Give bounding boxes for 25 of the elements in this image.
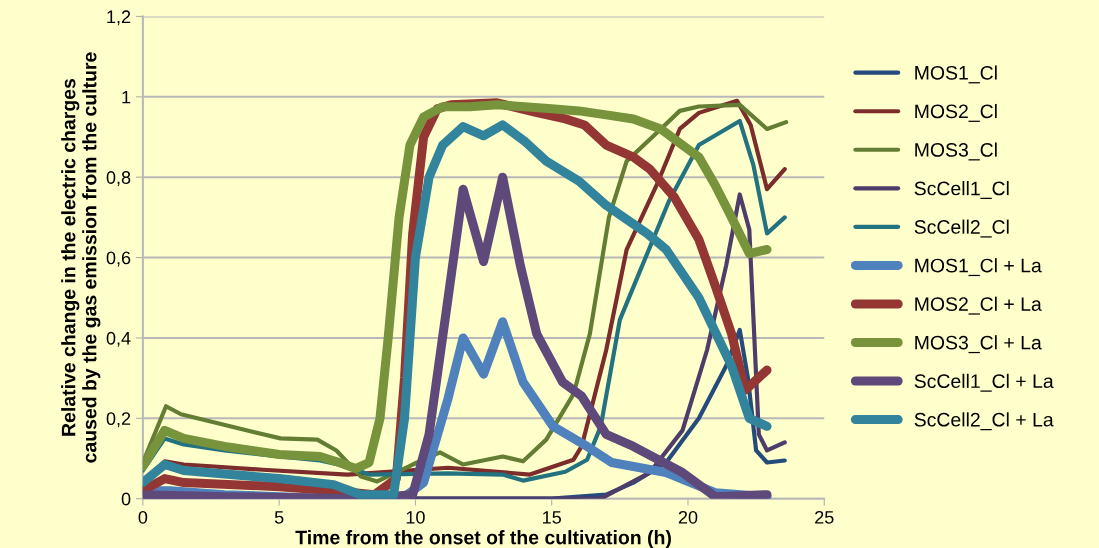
y-axis-title: Relative change in the electric charges caused by the gas emission from the culture — [61, 52, 101, 463]
y-tick-label: 0,8 — [106, 171, 131, 187]
x-tick-label: 0 — [138, 510, 148, 524]
y-tick-label: 0,4 — [106, 331, 131, 347]
legend-label: ScCell1_Cl + La — [914, 373, 1054, 392]
y-tick-label: 1 — [122, 90, 131, 104]
legend-label: MOS3_Cl — [915, 142, 997, 161]
x-tick-label: 5 — [274, 511, 284, 524]
x-tick-label: 10 — [406, 510, 425, 524]
y-tick-label: 0,6 — [106, 251, 131, 267]
legend-label: ScCell2_Cl — [914, 219, 1009, 238]
legend-label: MOS2_Cl + La — [915, 296, 1042, 315]
x-tick-label: 20 — [678, 510, 698, 524]
y-tick-label: 0 — [121, 492, 131, 506]
legend-label: ScCell2_Cl + La — [914, 412, 1054, 431]
y-tick-label: 1,2 — [107, 10, 131, 26]
x-tick-label: 15 — [543, 511, 561, 524]
y-tick-label: 0,2 — [106, 412, 131, 428]
x-tick-label: 25 — [815, 510, 834, 524]
x-axis-title: Time from the onset of the cultivation (h) — [295, 530, 671, 548]
legend-label: ScCell1_Cl — [914, 181, 1009, 199]
legend-label: MOS1_Cl — [915, 65, 997, 84]
legend-label: MOS2_Cl — [915, 103, 997, 122]
legend-label: MOS3_Cl + La — [915, 335, 1042, 354]
legend-label: MOS1_Cl + La — [915, 258, 1042, 277]
